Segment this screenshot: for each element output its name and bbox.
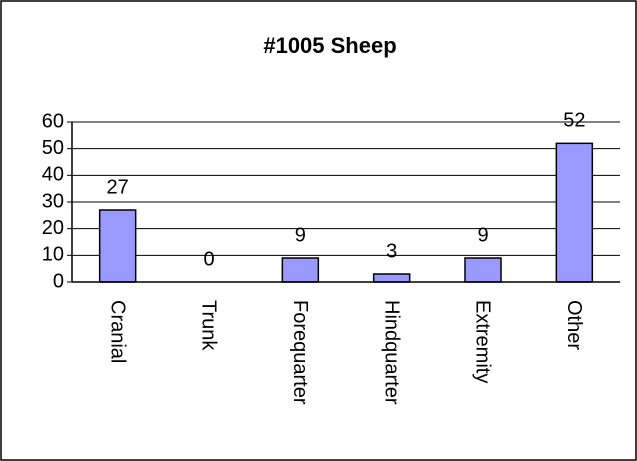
data-label: 9 — [295, 224, 306, 246]
y-tick-label: 20 — [42, 217, 64, 239]
y-tick-label: 50 — [42, 137, 64, 159]
bar — [98, 209, 137, 283]
data-label: 27 — [107, 176, 129, 198]
data-label: 52 — [563, 110, 585, 132]
y-tick-label: 40 — [42, 164, 64, 186]
y-tick-label: 10 — [42, 244, 64, 266]
x-tick-label: Hindquarter — [380, 300, 402, 405]
x-tick-label: Other — [563, 300, 585, 350]
bar — [281, 257, 320, 283]
y-tick-label: 60 — [42, 110, 64, 132]
data-label: 3 — [386, 240, 397, 262]
bar — [464, 257, 502, 283]
chart-title: #1005 Sheep — [263, 33, 396, 58]
x-tick-label: Cranial — [106, 300, 128, 363]
bar — [555, 142, 594, 283]
data-label: 0 — [203, 248, 214, 270]
x-tick-label: Trunk — [198, 300, 220, 351]
data-label: 9 — [477, 224, 488, 246]
x-tick-label: Extremity — [472, 300, 494, 383]
y-tick-label: 0 — [53, 270, 64, 292]
bar — [372, 273, 411, 283]
x-tick-label: Forequarter — [289, 300, 311, 405]
y-tick-label: 30 — [42, 190, 64, 212]
